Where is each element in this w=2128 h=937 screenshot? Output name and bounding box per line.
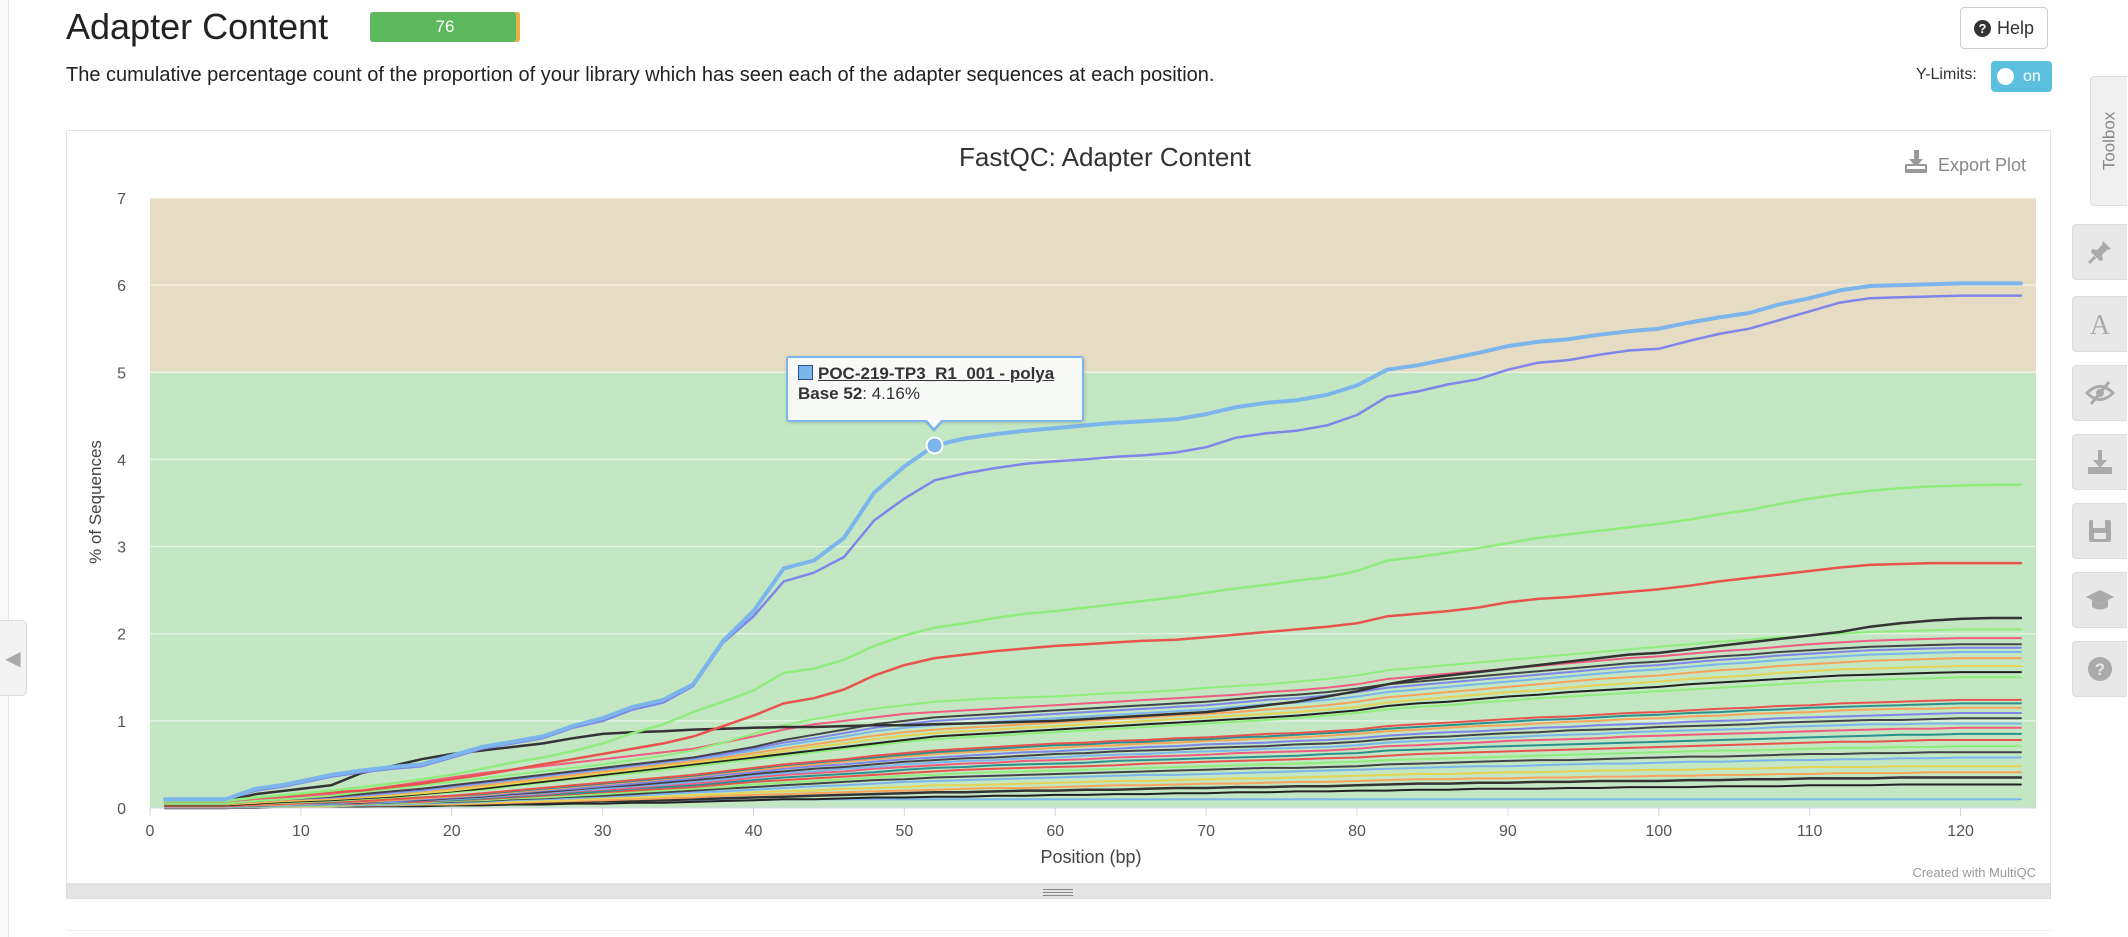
download-icon [1905, 150, 1927, 173]
export-tool-button[interactable] [2072, 434, 2127, 490]
help-label: Help [1996, 17, 2035, 38]
series-line [164, 698, 2022, 808]
toggle-state: on [2023, 67, 2041, 85]
series-line [163, 616, 2023, 803]
x-tick-label: 20 [443, 823, 461, 840]
hide-tool-button[interactable] [2072, 365, 2127, 421]
rename-icon: A [2090, 310, 2111, 339]
x-tick-label: 70 [1197, 823, 1215, 840]
plot-resize-handle[interactable] [66, 884, 2051, 899]
x-tick-label: 100 [1645, 823, 1672, 840]
tooltip-value: : 4.16% [862, 384, 920, 403]
left-rail [0, 0, 9, 937]
tooltip-arrow-inner [926, 419, 942, 428]
x-tick-label: 30 [594, 823, 612, 840]
series-line [164, 765, 2022, 809]
tooltip-sample-name: POC-219-TP3_R1_001 - polya [818, 364, 1055, 383]
help-circle-icon: ? [2088, 657, 2112, 681]
x-tick-label: 120 [1947, 823, 1974, 840]
series-line [163, 281, 2023, 802]
series-line [164, 665, 2022, 806]
x-tick-label: 90 [1499, 823, 1517, 840]
help-button[interactable]: ? Help [1960, 7, 2048, 49]
score-progress-bar: 76 [370, 12, 520, 42]
series-swatch [798, 365, 813, 380]
x-tick-label: 60 [1046, 823, 1064, 840]
toggle-knob [1997, 68, 2014, 85]
save-icon [2089, 520, 2111, 542]
x-tick-label: 110 [1797, 823, 1823, 840]
download-icon [2088, 450, 2112, 474]
series-line [164, 643, 2022, 805]
pin-tool-button[interactable] [2072, 224, 2127, 280]
chart-tooltip: POC-219-TP3_R1_001 - polya Base 52: 4.16… [786, 356, 1084, 422]
series-line [164, 671, 2022, 807]
tooltip-base-label: Base 52 [798, 384, 863, 403]
section-title: Adapter Content [66, 6, 329, 47]
plot-band-0 [150, 372, 2036, 808]
svg-text:?: ? [2095, 660, 2105, 679]
y-tick-label: 2 [117, 627, 126, 644]
highlight-point [925, 436, 944, 455]
y-tick-label: 4 [117, 452, 126, 469]
pin-icon [2087, 241, 2111, 265]
rename-tool-button[interactable]: A [2072, 296, 2127, 352]
y-tick-label: 1 [117, 714, 126, 731]
x-tick-label: 50 [896, 823, 914, 840]
section-description: The cumulative percentage count of the p… [66, 64, 1215, 86]
series-line [164, 628, 2022, 805]
section-divider [66, 930, 2051, 931]
ylimits-toggle[interactable]: on [1991, 61, 2052, 92]
toolbox-tab[interactable]: Toolbox [2090, 76, 2127, 206]
series-line [163, 561, 2023, 803]
help-guide-tool-button[interactable] [2072, 572, 2127, 628]
resize-grip-line [1043, 895, 1073, 896]
svg-text:A: A [2090, 310, 2111, 339]
export-plot-button[interactable]: Export Plot [1905, 150, 2026, 175]
x-axis-label: Position (bp) [1040, 847, 1141, 867]
x-tick-label: 0 [146, 823, 155, 840]
x-tick-label: 80 [1348, 823, 1366, 840]
chevron-left-icon: ◀ [5, 647, 21, 670]
y-tick-label: 3 [117, 540, 126, 557]
y-tick-label: 7 [117, 191, 126, 208]
resize-grip-icon [1043, 889, 1073, 893]
score-value: 76 [435, 17, 455, 36]
y-tick-label: 5 [117, 365, 126, 382]
export-plot-label: Export Plot [1938, 155, 2026, 175]
graduation-cap-icon [2086, 590, 2114, 610]
y-tick-label: 6 [117, 278, 126, 295]
series-line [164, 657, 2022, 806]
sidebar-toggle[interactable]: ◀ [0, 620, 27, 696]
x-tick-label: 10 [292, 823, 310, 840]
x-tick-label: 40 [745, 823, 763, 840]
y-axis-label: % of Sequences [86, 440, 105, 564]
eye-slash-icon [2085, 381, 2115, 405]
chart-title: FastQC: Adapter Content [959, 142, 1252, 172]
ylimits-label: Y-Limits: [1916, 66, 1977, 83]
about-tool-button[interactable]: ? [2072, 641, 2127, 697]
series-line [163, 483, 2023, 803]
question-circle-icon: ? [1973, 19, 1991, 37]
y-tick-label: 0 [117, 801, 126, 818]
save-tool-button[interactable] [2072, 503, 2127, 559]
multiqc-credit: Created with MultiQC [1912, 865, 2036, 880]
toolbox-title: Toolbox [2099, 111, 2119, 171]
